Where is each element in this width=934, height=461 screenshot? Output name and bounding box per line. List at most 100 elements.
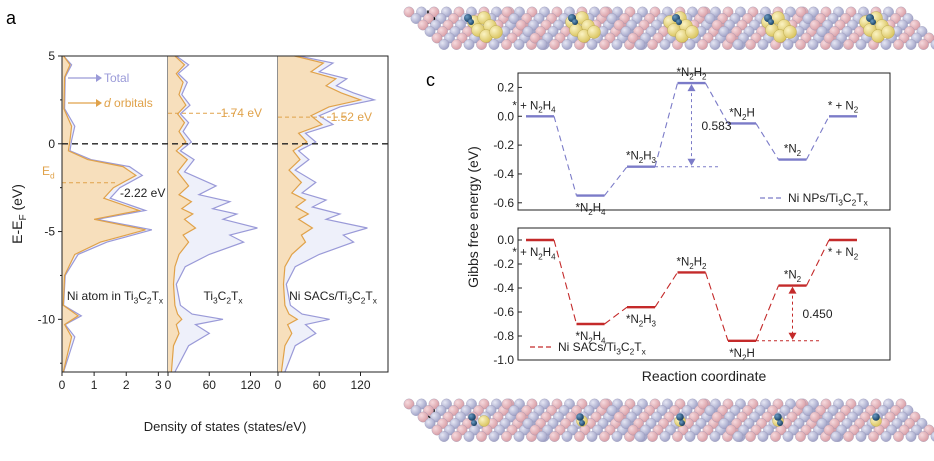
- atom: [488, 431, 500, 442]
- atom: [627, 424, 639, 436]
- atom: [697, 398, 709, 410]
- atom: [905, 39, 917, 50]
- atom: [718, 26, 730, 37]
- atom: [417, 411, 429, 423]
- dos-xlabel: Density of states (states/eV): [144, 419, 307, 434]
- dos-panel-label: Ni atom in Ti3C2Tx: [67, 289, 164, 306]
- atom: [757, 39, 769, 50]
- dos-chart: -2.22 eV Ed Ni atom in Ti3C2Tx 0 1 2 3 1.74 eV T…: [9, 49, 389, 434]
- atom: [501, 431, 512, 442]
- atom: [522, 418, 534, 429]
- dos-ytick-label: 5: [48, 49, 55, 63]
- structures-row-b: [403, 6, 934, 50]
- dos-ytick-label: 0: [48, 137, 55, 151]
- atom: [684, 431, 696, 442]
- atom: [684, 39, 696, 50]
- atom: [451, 39, 462, 50]
- adsorbate: [777, 420, 783, 426]
- total-dos-line: [174, 55, 258, 373]
- gibbs-subplot-2: 0.0 -0.2 -0.4 -0.6 -0.8 -1.0 * + N2H4 *N2H4 *N2H…: [493, 227, 891, 367]
- atom: [501, 6, 513, 18]
- adsorbate: [774, 413, 782, 421]
- atom: [536, 39, 548, 50]
- gibbs-connector: [553, 116, 578, 196]
- atom: [809, 411, 821, 423]
- adsorbate: [468, 413, 476, 421]
- atom: [809, 19, 821, 31]
- atom: [745, 431, 756, 442]
- atom: [782, 39, 794, 50]
- d-orbital-dos-line: [280, 55, 363, 373]
- structures-row-d: [403, 398, 934, 442]
- dos-panel-3: 1.52 eV Ni SACs/Ti3C2Tx 0 60 120: [275, 55, 389, 392]
- atom: [613, 411, 625, 423]
- gibbs-step-label: *N2H4: [575, 203, 606, 217]
- atom: [757, 431, 769, 442]
- atom: [513, 431, 525, 442]
- atom: [424, 418, 436, 429]
- atom: [893, 39, 904, 50]
- total-dos-line: [62, 55, 153, 373]
- gibbs-step-label: *N2: [784, 270, 802, 284]
- atom: [627, 32, 639, 44]
- gibbs-step-label: * + N2H4: [512, 247, 556, 261]
- atom: [823, 32, 835, 44]
- ni-atom: [783, 25, 797, 39]
- atom: [586, 431, 598, 442]
- barrier-arrow-up: [687, 84, 696, 92]
- gibbs-step-label: *N2H2: [676, 67, 707, 81]
- atom: [704, 13, 716, 24]
- dos-xtick-label: 1: [91, 378, 98, 392]
- panel-label-a: a: [6, 8, 17, 28]
- gibbs-ytick-label: -1.0: [493, 353, 514, 367]
- atom: [782, 431, 794, 442]
- dos-panel-1: -2.22 eV Ed Ni atom in Ti3C2Tx 0 1 2 3: [42, 55, 169, 392]
- barrier-arrow-down: [788, 332, 797, 340]
- gibbs-connector: [755, 123, 779, 160]
- atom: [823, 424, 835, 436]
- ni-atom: [587, 25, 601, 39]
- legend-d-arrow: [96, 99, 102, 107]
- gibbs-connector: [553, 239, 578, 325]
- gibbs-ytick-label: -0.6: [493, 305, 514, 319]
- atom: [880, 39, 892, 50]
- atomic-structure-d-2: [501, 398, 648, 442]
- ni-atom: [478, 415, 490, 427]
- gibbs-step-label: * + N2: [828, 247, 859, 261]
- gibbs-step-label: * + N2: [828, 100, 859, 114]
- atom: [606, 13, 618, 24]
- gibbs-connector: [604, 306, 628, 325]
- atom: [403, 398, 415, 410]
- atom: [417, 19, 429, 31]
- atom: [515, 19, 527, 31]
- atom: [697, 431, 708, 442]
- atomic-structure-d-5: [795, 398, 934, 442]
- atom: [549, 431, 560, 442]
- gibbs-ytick-label: -0.6: [493, 196, 514, 210]
- atom: [709, 39, 721, 50]
- gibbs-subplot-1: 0.2 0.0 -0.2 -0.4 -0.6 * + N2H4 *N2H4 *N2H3 *N2H…: [493, 67, 891, 217]
- gibbs-step-label: * + N2H4: [512, 100, 556, 114]
- gibbs-ytick-label: -0.2: [493, 138, 514, 152]
- atom: [463, 39, 475, 50]
- atom: [620, 26, 632, 37]
- atom: [611, 39, 623, 50]
- atom: [893, 431, 904, 442]
- atom: [704, 405, 716, 416]
- atom: [807, 39, 819, 50]
- atom: [424, 26, 436, 37]
- atom: [770, 431, 781, 442]
- gibbs-xlabel: Reaction coordinate: [642, 368, 767, 384]
- atom: [634, 431, 646, 442]
- legend-total-label: Total: [104, 71, 129, 85]
- dos-xtick-label: 120: [240, 378, 260, 392]
- atom: [620, 418, 632, 429]
- atom: [611, 431, 623, 442]
- gibbs-connector: [806, 239, 830, 286]
- gibbs-ytick-label: 0.0: [497, 233, 514, 247]
- gibbs-connector: [654, 272, 678, 308]
- dos-panel-label: Ti3C2Tx: [203, 289, 243, 306]
- atom: [561, 431, 573, 442]
- dos-xtick-label: 3: [155, 378, 162, 392]
